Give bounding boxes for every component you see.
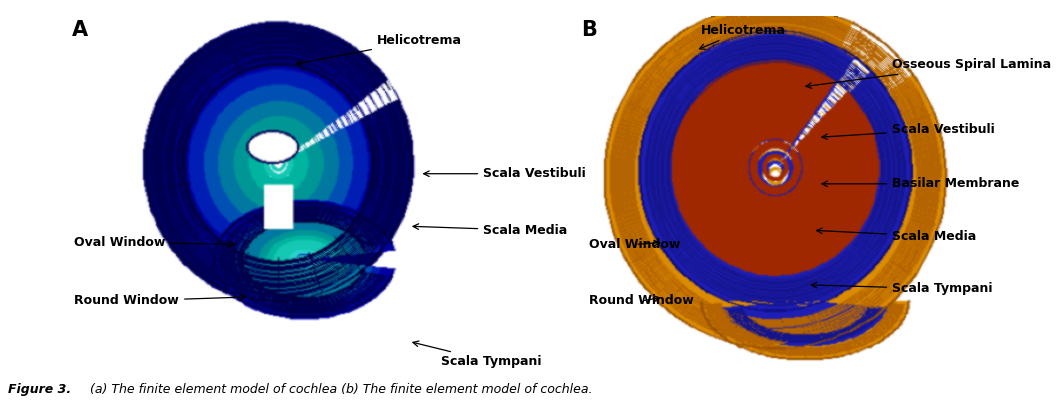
Text: Helicotrema: Helicotrema xyxy=(296,34,462,65)
Text: (a) The finite element model of cochlea (b) The finite element model of cochlea.: (a) The finite element model of cochlea … xyxy=(86,383,593,396)
Text: Scala Tympani: Scala Tympani xyxy=(811,282,993,295)
Text: Basilar Membrane: Basilar Membrane xyxy=(822,177,1020,190)
Text: Scala Tympani: Scala Tympani xyxy=(413,341,542,368)
Text: Round Window: Round Window xyxy=(74,295,245,307)
Text: Oval Window: Oval Window xyxy=(74,236,235,249)
Text: Figure 3.: Figure 3. xyxy=(8,383,71,396)
Text: Scala Vestibuli: Scala Vestibuli xyxy=(424,167,586,180)
Text: Oval Window: Oval Window xyxy=(589,238,681,251)
Text: B: B xyxy=(582,20,597,40)
Text: A: A xyxy=(71,20,88,40)
Text: Round Window: Round Window xyxy=(589,295,695,307)
Text: Scala Media: Scala Media xyxy=(413,224,567,237)
Text: Scala Media: Scala Media xyxy=(817,228,976,243)
Text: Osseous Spiral Lamina: Osseous Spiral Lamina xyxy=(806,58,1051,88)
Text: Scala Vestibuli: Scala Vestibuli xyxy=(822,123,995,139)
Text: Helicotrema: Helicotrema xyxy=(700,24,786,49)
